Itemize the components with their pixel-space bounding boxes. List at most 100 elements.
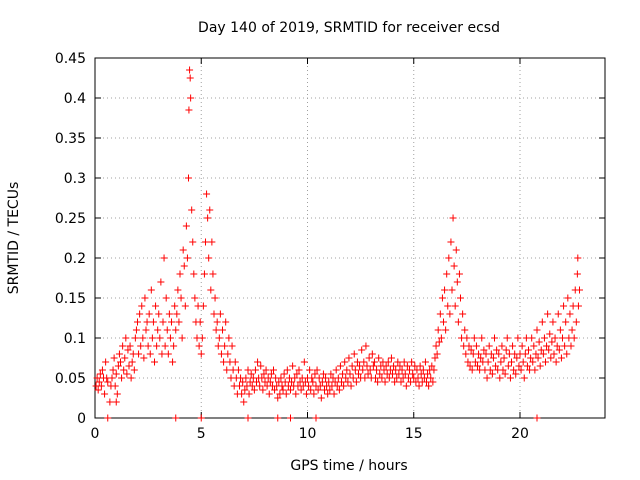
data-point	[528, 334, 536, 342]
data-point	[381, 378, 389, 386]
data-point	[358, 346, 366, 354]
data-point	[546, 330, 554, 338]
data-point	[396, 362, 404, 370]
data-point	[234, 366, 242, 374]
data-point	[466, 362, 474, 370]
data-point	[355, 370, 362, 378]
data-point	[462, 350, 470, 358]
data-point	[110, 354, 118, 362]
data-point	[512, 370, 520, 378]
plot-frame	[94, 57, 606, 419]
data-point	[98, 366, 106, 374]
data-point	[240, 398, 248, 406]
data-point	[142, 326, 150, 334]
data-point	[567, 342, 575, 350]
data-point	[135, 350, 143, 358]
data-point	[97, 382, 105, 390]
data-point	[372, 374, 379, 382]
data-point	[238, 390, 246, 398]
data-point	[531, 366, 539, 374]
data-point	[478, 334, 486, 342]
data-point	[503, 334, 511, 342]
data-point	[253, 378, 260, 386]
data-point	[276, 390, 284, 398]
data-point	[427, 374, 435, 382]
data-point	[208, 238, 216, 246]
data-point	[291, 374, 299, 382]
data-point	[300, 358, 308, 366]
data-point	[319, 370, 327, 378]
data-point	[346, 370, 354, 378]
data-point	[432, 342, 440, 350]
data-point	[551, 334, 559, 342]
data-point	[160, 254, 168, 262]
data-point	[513, 354, 521, 362]
data-point	[248, 382, 256, 390]
data-point	[467, 346, 475, 354]
data-point	[335, 386, 343, 394]
data-point	[101, 390, 109, 398]
data-point	[202, 238, 209, 246]
data-point	[359, 366, 367, 374]
data-point	[465, 342, 473, 350]
data-point	[219, 326, 226, 334]
data-point	[385, 374, 393, 382]
data-point	[96, 370, 104, 378]
data-point	[340, 382, 348, 390]
data-point	[159, 318, 167, 326]
data-point	[212, 326, 220, 334]
data-point	[374, 378, 382, 386]
data-point	[485, 342, 493, 350]
data-point	[562, 318, 570, 326]
data-point	[414, 374, 422, 382]
data-point	[550, 350, 558, 358]
data-point	[347, 382, 355, 390]
data-point	[535, 338, 543, 346]
data-point	[501, 370, 509, 378]
data-point	[475, 350, 483, 358]
data-point	[495, 350, 503, 358]
data-point	[95, 378, 103, 386]
data-point	[288, 378, 296, 386]
data-point	[196, 318, 204, 326]
data-point	[280, 370, 288, 378]
data-point	[146, 350, 154, 358]
data-point	[433, 350, 441, 358]
x-tick-label: 15	[405, 426, 423, 442]
data-point	[435, 338, 443, 346]
data-point	[108, 374, 116, 382]
data-point	[486, 366, 494, 374]
data-point	[447, 238, 455, 246]
data-point	[563, 350, 571, 358]
data-point	[112, 398, 120, 406]
data-point	[556, 326, 564, 334]
data-point	[104, 414, 112, 422]
data-point	[437, 334, 445, 342]
data-point	[186, 74, 194, 82]
data-point	[574, 302, 582, 310]
data-point	[450, 262, 458, 270]
y-tick-label: 0.05	[55, 371, 86, 387]
data-point	[484, 358, 492, 366]
data-point	[499, 366, 507, 374]
data-point	[162, 294, 170, 302]
data-point	[120, 366, 128, 374]
axis-ticks: 0 0.05 0.1 0.15 0.2 0.25 0.3 0.35 0.4 0.45 0 5 10 15 2…	[55, 51, 605, 442]
data-point	[464, 358, 472, 366]
data-point	[336, 362, 344, 370]
data-point	[131, 334, 139, 342]
data-point	[93, 374, 101, 382]
x-tick-label: 0	[91, 426, 100, 442]
data-point	[470, 334, 478, 342]
data-point	[102, 358, 110, 366]
data-point	[185, 174, 192, 182]
data-point	[520, 374, 528, 382]
data-point	[529, 358, 537, 366]
data-point	[455, 270, 463, 278]
data-point	[457, 294, 464, 302]
data-point	[292, 390, 300, 398]
data-point	[214, 342, 222, 350]
data-point	[267, 370, 275, 378]
data-point	[459, 310, 467, 318]
data-point	[213, 318, 221, 326]
